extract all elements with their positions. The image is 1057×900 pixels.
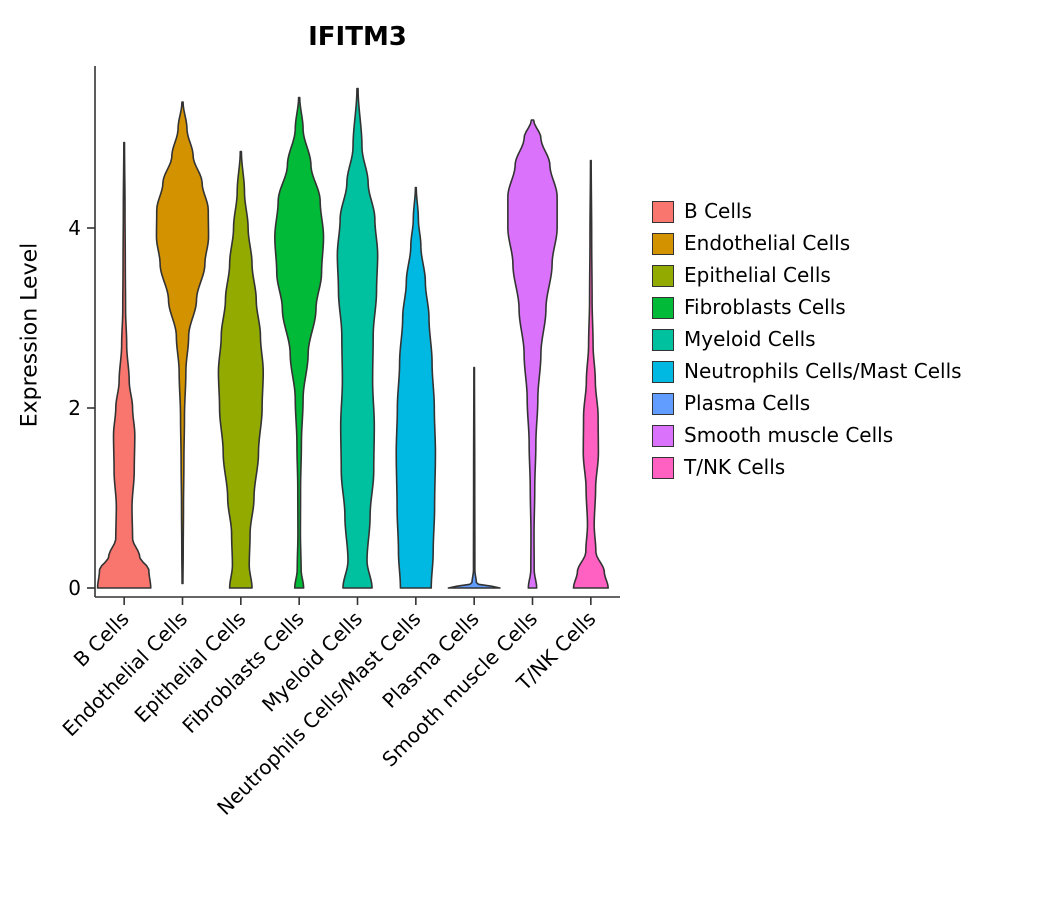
chart-title: IFITM3 bbox=[308, 22, 407, 52]
legend-item-endothelial-cells: Endothelial Cells bbox=[652, 232, 962, 255]
legend-item-neutrophils-cells-mast-cells: Neutrophils Cells/Mast Cells bbox=[652, 360, 962, 383]
legend-item-smooth-muscle-cells: Smooth muscle Cells bbox=[652, 424, 962, 447]
violin-smooth-muscle-cells bbox=[507, 119, 558, 589]
violin-fibroblasts-cells bbox=[274, 96, 325, 589]
legend-item-t-nk-cells: T/NK Cells bbox=[652, 456, 962, 479]
legend-item-myeloid-cells: Myeloid Cells bbox=[652, 328, 962, 351]
violin-endothelial-cells bbox=[155, 101, 210, 585]
legend-label-smooth-muscle-cells: Smooth muscle Cells bbox=[684, 423, 894, 447]
legend-swatch-endothelial-cells bbox=[652, 232, 674, 255]
legend-swatch-smooth-muscle-cells bbox=[652, 424, 674, 447]
legend: B Cells Endothelial Cells Epithelial Cells… bbox=[652, 200, 962, 479]
legend-label-t-nk-cells: T/NK Cells bbox=[684, 455, 786, 479]
legend-swatch-myeloid-cells bbox=[652, 328, 674, 351]
violin-epithelial-cells bbox=[217, 150, 265, 589]
legend-label-b-cells: B Cells bbox=[684, 199, 752, 223]
legend-swatch-plasma-cells bbox=[652, 392, 674, 415]
legend-item-b-cells: B Cells bbox=[652, 200, 962, 223]
violin-neutrophils-cells-mast-cells bbox=[395, 186, 437, 589]
legend-item-fibroblasts-cells: Fibroblasts Cells bbox=[652, 296, 962, 319]
violin-t-nk-cells bbox=[572, 159, 609, 589]
legend-label-endothelial-cells: Endothelial Cells bbox=[684, 231, 851, 255]
legend-item-epithelial-cells: Epithelial Cells bbox=[652, 264, 962, 287]
violin-plasma-cells bbox=[447, 366, 501, 589]
legend-swatch-fibroblasts-cells bbox=[652, 296, 674, 319]
y-tick-label: 0 bbox=[68, 576, 81, 600]
legend-label-neutrophils-cells-mast-cells: Neutrophils Cells/Mast Cells bbox=[684, 359, 962, 383]
legend-label-fibroblasts-cells: Fibroblasts Cells bbox=[684, 295, 846, 319]
x-tick-label-myeloid-cells: Myeloid Cells bbox=[257, 607, 367, 717]
violin-myeloid-cells bbox=[336, 87, 379, 589]
legend-label-myeloid-cells: Myeloid Cells bbox=[684, 327, 816, 351]
legend-swatch-t-nk-cells bbox=[652, 456, 674, 479]
legend-swatch-b-cells bbox=[652, 200, 674, 223]
y-tick-label: 4 bbox=[68, 216, 81, 240]
violin-b-cells bbox=[96, 141, 152, 589]
y-tick-label: 2 bbox=[68, 396, 81, 420]
legend-swatch-neutrophils-cells-mast-cells bbox=[652, 360, 674, 383]
legend-label-epithelial-cells: Epithelial Cells bbox=[684, 263, 831, 287]
legend-swatch-epithelial-cells bbox=[652, 264, 674, 287]
legend-item-plasma-cells: Plasma Cells bbox=[652, 392, 962, 415]
legend-label-plasma-cells: Plasma Cells bbox=[684, 391, 811, 415]
